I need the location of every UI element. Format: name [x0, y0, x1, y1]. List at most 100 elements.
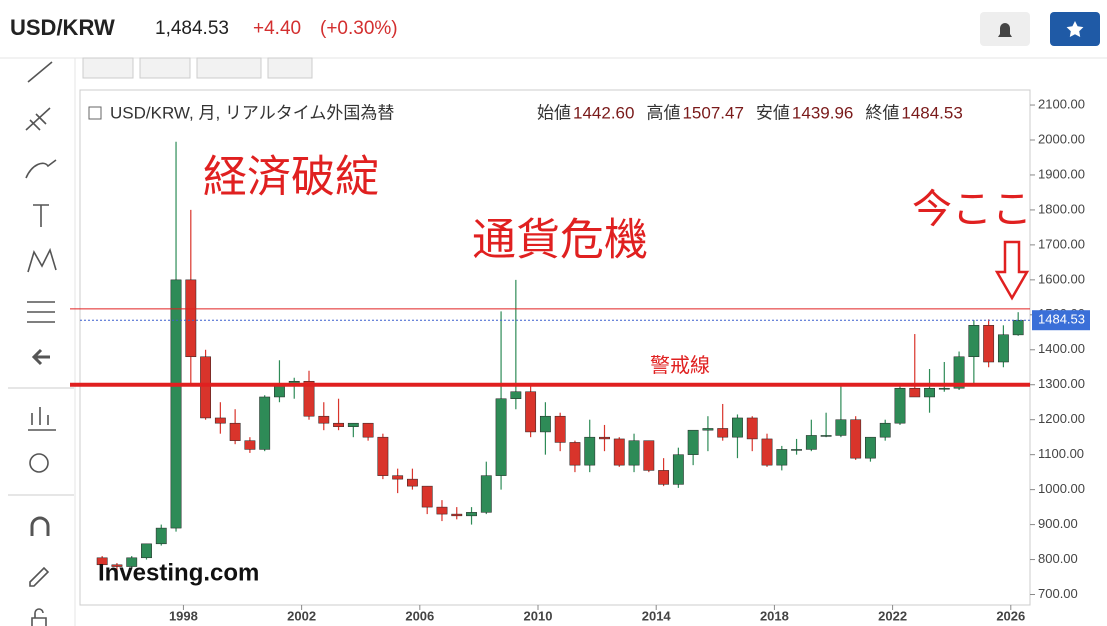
tool-pattern[interactable]	[27, 247, 57, 273]
candle-body	[924, 387, 935, 398]
candle-body	[643, 440, 655, 471]
candle-body	[658, 470, 670, 485]
candle-body	[569, 442, 581, 466]
legend-label: 始値	[537, 103, 571, 122]
legend-value: 1484.53	[901, 103, 962, 122]
candle-body	[141, 543, 152, 559]
candle-body	[628, 440, 640, 466]
x-tick-label: 2014	[642, 608, 672, 623]
candle-body	[761, 438, 773, 466]
candle-body	[451, 513, 463, 517]
x-tick-label: 2006	[405, 608, 434, 623]
legend: 始値 1442.60 高値 1507.47 安値 1439.96 終値 1484.53	[537, 103, 963, 122]
candle-body	[997, 334, 1009, 363]
candle-body	[687, 429, 699, 455]
candle-body	[392, 475, 404, 480]
candle-body	[466, 512, 477, 517]
candle-body	[983, 325, 995, 363]
y-tick-label: 900.00	[1038, 516, 1078, 531]
x-tick-label: 2018	[760, 608, 789, 623]
tool-collapse[interactable]	[31, 348, 50, 366]
candle-body	[717, 428, 729, 438]
tool-button[interactable]	[139, 57, 191, 79]
tool-zoom[interactable]	[29, 453, 49, 473]
header-bar	[0, 0, 1107, 58]
reference-label: 警戒線	[650, 354, 710, 377]
candle-body	[554, 415, 566, 443]
candle-body	[525, 391, 537, 433]
legend-label: 安値	[756, 103, 790, 122]
tool-fib[interactable]	[25, 107, 51, 131]
current-price-label: 1484.53	[1038, 312, 1085, 327]
candle-body	[539, 415, 551, 433]
star-icon	[1066, 21, 1084, 37]
x-tick-label: 2022	[878, 608, 907, 623]
candle-body	[879, 422, 891, 438]
top-toolbar	[82, 57, 313, 79]
candle-body	[820, 435, 832, 437]
legend-value: 1439.96	[792, 103, 853, 122]
candle-body	[96, 557, 108, 566]
y-tick-label: 1200.00	[1038, 411, 1085, 426]
watermark: Investing.com	[98, 559, 259, 586]
candle-body	[835, 419, 847, 436]
candle-body	[200, 356, 212, 419]
candle-body	[865, 436, 876, 459]
candle-body	[259, 396, 271, 450]
tool-button[interactable]	[82, 57, 134, 79]
symbol: USD/KRW	[10, 15, 115, 40]
candle-body	[894, 387, 906, 424]
y-tick-label: 2100.00	[1038, 96, 1085, 111]
candle-body	[850, 419, 862, 459]
change: +4.40	[253, 18, 301, 39]
y-tick-label: 1900.00	[1038, 166, 1085, 181]
legend-label: 終値	[865, 103, 899, 122]
legend-collapse[interactable]	[88, 106, 102, 120]
change-pct: (+0.30%)	[320, 18, 398, 39]
candle-body	[303, 380, 315, 417]
price: 1,484.53	[155, 18, 229, 39]
tool-brush[interactable]	[25, 159, 57, 179]
candle-body	[510, 391, 522, 399]
candle-body	[377, 436, 389, 476]
candle-body	[244, 440, 256, 450]
tool-unlock[interactable]	[31, 608, 47, 626]
tool-indicators[interactable]	[28, 407, 56, 431]
tool-button[interactable]	[267, 57, 313, 79]
tool-magnet[interactable]	[30, 516, 50, 536]
left-toolbar	[8, 61, 74, 626]
x-tick-label: 2026	[996, 608, 1025, 623]
y-tick-label: 2000.00	[1038, 131, 1085, 146]
y-tick-label: 1100.00	[1038, 446, 1084, 461]
y-tick-label: 1600.00	[1038, 271, 1085, 286]
y-tick-label: 1300.00	[1038, 376, 1085, 391]
candle-body	[776, 449, 788, 466]
annotation: 今ここ	[912, 188, 1032, 232]
candle-body	[732, 417, 743, 438]
candle-body	[229, 422, 241, 441]
y-tick-label: 800.00	[1038, 551, 1078, 566]
tool-button[interactable]	[196, 57, 262, 79]
candle-body	[938, 387, 950, 390]
y-tick-label: 1000.00	[1038, 481, 1085, 496]
plot-frame	[79, 89, 1031, 606]
candle-body	[407, 478, 418, 487]
candle-body	[318, 415, 330, 424]
legend-value: 1507.47	[682, 103, 743, 122]
plot	[96, 141, 1024, 571]
annotation: 通貨危機	[472, 216, 648, 265]
tool-lock-draw[interactable]	[29, 566, 50, 587]
tool-measure[interactable]	[27, 301, 55, 323]
candle-body	[126, 557, 138, 567]
legend-label: 高値	[646, 103, 680, 122]
candle-body	[436, 506, 448, 515]
candle-body	[953, 356, 965, 389]
candle-body	[480, 475, 492, 513]
x-tick-label: 2002	[287, 608, 316, 623]
candle-body	[805, 435, 817, 450]
tool-text[interactable]	[33, 204, 49, 227]
tool-line[interactable]	[27, 61, 53, 83]
y-tick-label: 700.00	[1038, 586, 1078, 601]
y-tick-label: 1800.00	[1038, 201, 1085, 216]
current-price-tag	[1032, 310, 1090, 331]
